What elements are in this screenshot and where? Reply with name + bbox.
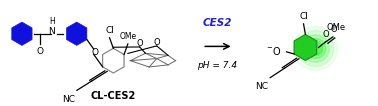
Text: O: O	[323, 30, 329, 39]
Polygon shape	[12, 22, 32, 45]
Text: O: O	[91, 48, 98, 57]
Text: Cl: Cl	[299, 12, 308, 21]
Text: $^{-}$O: $^{-}$O	[266, 45, 281, 57]
Text: O: O	[136, 39, 143, 48]
Ellipse shape	[302, 35, 329, 62]
Text: pH = 7.4: pH = 7.4	[197, 61, 237, 70]
Ellipse shape	[305, 38, 326, 59]
Text: O: O	[37, 47, 44, 56]
Text: OMe: OMe	[120, 32, 137, 41]
Polygon shape	[67, 22, 87, 45]
Text: CES2: CES2	[203, 18, 232, 28]
Polygon shape	[294, 34, 317, 60]
Text: O: O	[330, 25, 337, 34]
Text: NC: NC	[255, 82, 268, 91]
Ellipse shape	[297, 31, 334, 66]
Text: Cl: Cl	[105, 26, 114, 35]
Ellipse shape	[293, 26, 338, 71]
Text: H: H	[50, 17, 56, 26]
Text: NC: NC	[62, 95, 75, 104]
Text: OMe: OMe	[326, 23, 345, 32]
Polygon shape	[102, 48, 124, 73]
Text: CL-CES2: CL-CES2	[91, 91, 136, 101]
Text: O: O	[153, 38, 160, 47]
Text: N: N	[48, 27, 55, 36]
Ellipse shape	[309, 42, 322, 55]
